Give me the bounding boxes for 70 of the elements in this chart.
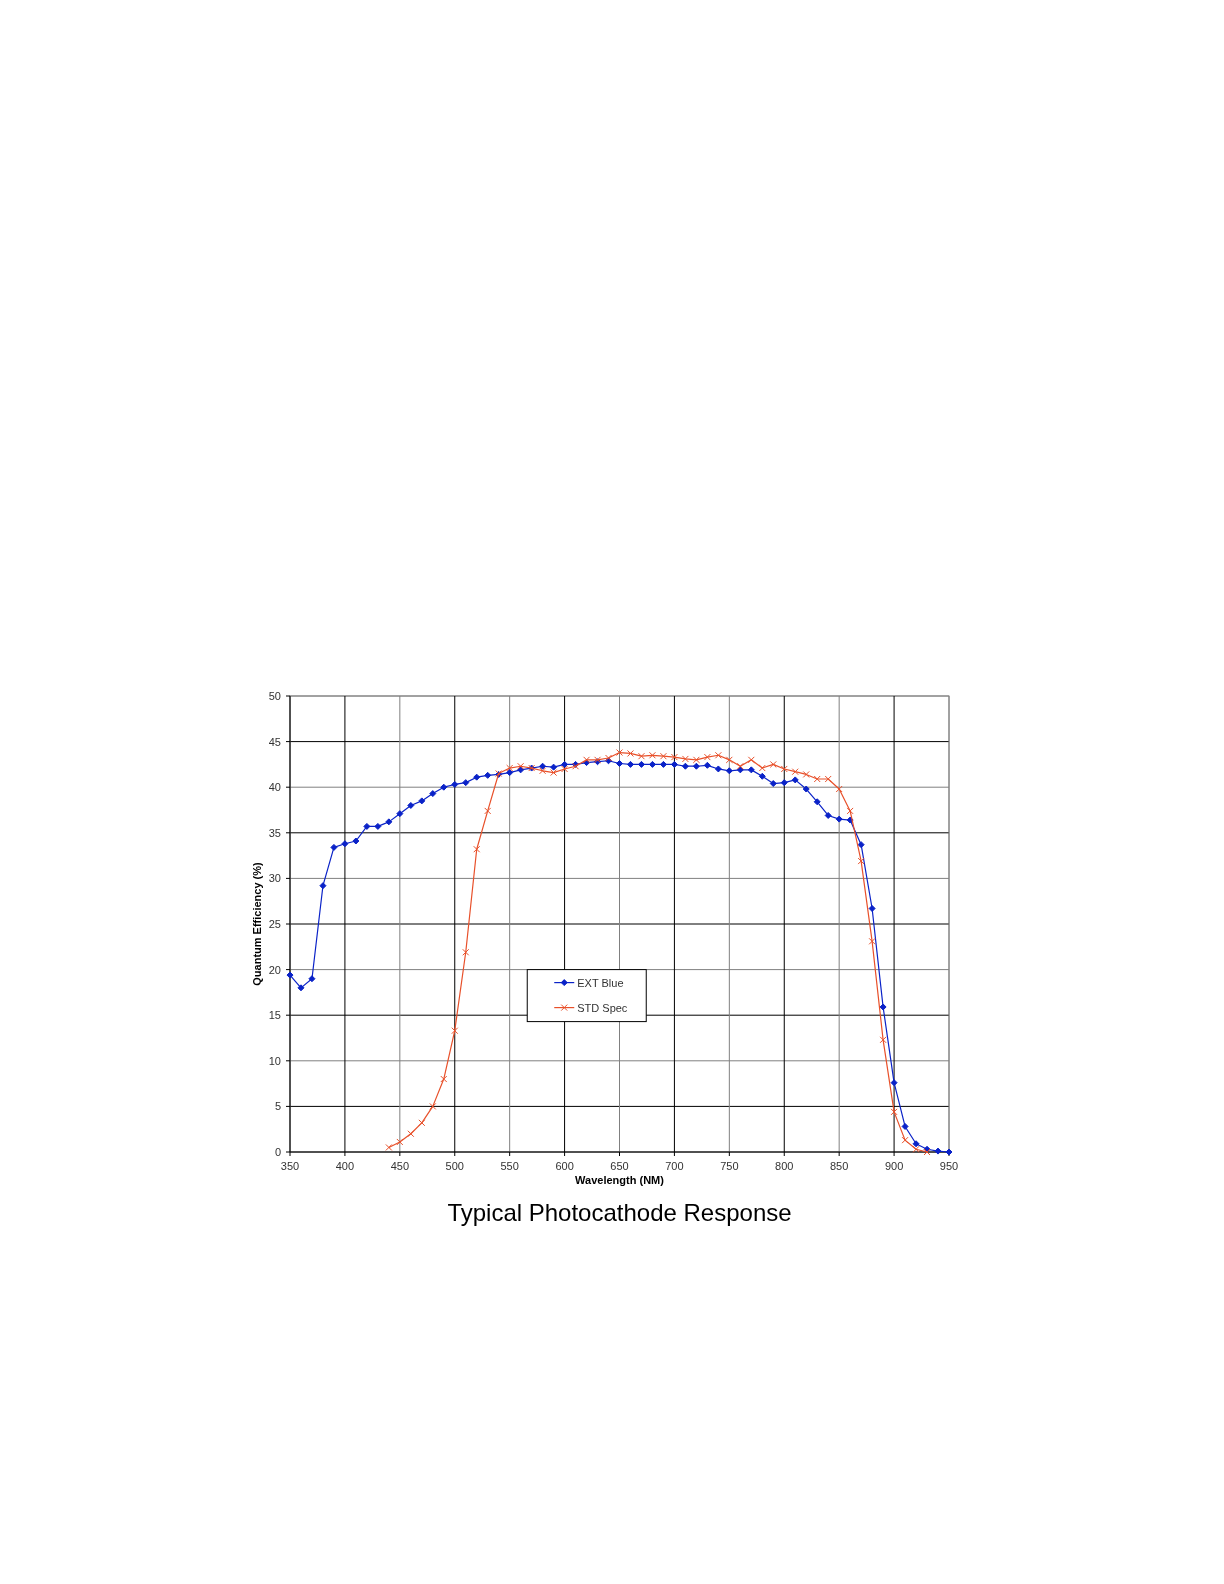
point (484, 807, 492, 815)
point (846, 807, 854, 815)
y-tick-label: 10 (268, 1054, 281, 1067)
point (385, 1143, 393, 1151)
x-tick-label: 400 (335, 1160, 355, 1172)
x-tick-label: 450 (390, 1160, 410, 1172)
point (725, 756, 733, 764)
x-tick-label: 950 (939, 1160, 959, 1172)
point (890, 1108, 898, 1116)
y-tick-label: 35 (268, 826, 281, 839)
text: Typical Photocathode Response (447, 1199, 792, 1226)
point (692, 756, 700, 764)
legend-label: STD Spec (577, 1001, 628, 1014)
point (747, 756, 755, 764)
point (561, 765, 569, 773)
y-tick-label: 30 (268, 872, 281, 885)
point (835, 785, 843, 793)
x-tick-label: 650 (610, 1160, 629, 1172)
point (517, 762, 525, 770)
y-tick-label: 45 (268, 735, 281, 748)
x-tick-label: 700 (665, 1160, 684, 1172)
point (462, 948, 470, 956)
point (901, 1136, 909, 1144)
y-tick-label: 50 (268, 690, 281, 702)
y-tick-label: 5 (274, 1100, 281, 1113)
point (440, 1075, 448, 1083)
x-tick-label: 600 (555, 1160, 574, 1172)
point (791, 768, 799, 776)
y-tick-label: 20 (268, 963, 281, 976)
point (681, 755, 689, 763)
point (769, 760, 777, 768)
point (868, 937, 876, 945)
x-tick-label: 900 (884, 1160, 904, 1172)
x-tick-label: 800 (775, 1160, 794, 1172)
point (703, 753, 711, 761)
y-axis-title: Quantum Efficiency (%) (251, 861, 263, 986)
point (451, 1027, 459, 1035)
point (473, 845, 481, 853)
point (857, 857, 865, 865)
point (407, 1130, 415, 1138)
point (550, 769, 558, 777)
point (879, 1036, 887, 1044)
point (802, 770, 810, 778)
x-tick-label: 500 (445, 1160, 464, 1172)
point (429, 1102, 437, 1110)
point (813, 775, 821, 783)
point (736, 762, 744, 770)
point (418, 1119, 426, 1127)
point (539, 767, 547, 775)
point (396, 1138, 404, 1146)
legend-label: EXT Blue (577, 976, 624, 989)
point (659, 752, 667, 760)
point (648, 751, 656, 759)
x-tick-label: 850 (829, 1160, 849, 1172)
x-tick-label: 350 (280, 1160, 300, 1172)
point (824, 775, 832, 783)
point (758, 764, 766, 772)
y-tick-label: 15 (268, 1009, 281, 1022)
point (637, 752, 645, 760)
point (912, 1145, 920, 1153)
point (670, 753, 678, 761)
y-tick-label: 0 (274, 1146, 281, 1158)
x-tick-label: 750 (720, 1160, 739, 1172)
y-tick-label: 40 (268, 781, 281, 794)
point (780, 765, 788, 773)
point (506, 764, 514, 772)
y-tick-label: 25 (268, 918, 281, 930)
x-axis-title: Wavelength (NM) (575, 1174, 665, 1186)
x-tick-label: 550 (500, 1160, 519, 1172)
point (714, 751, 722, 759)
